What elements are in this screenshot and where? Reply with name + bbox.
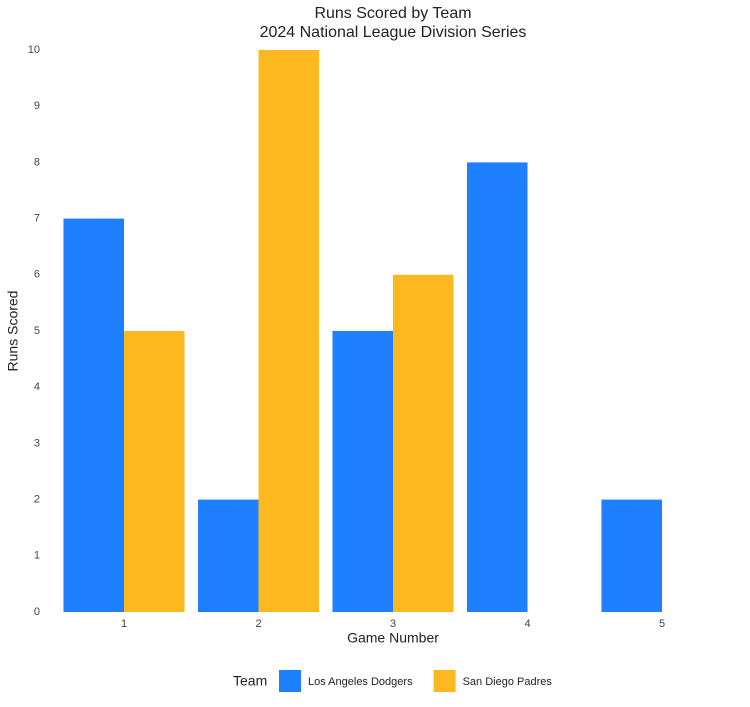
bar bbox=[63, 218, 124, 612]
x-tick-label: 1 bbox=[121, 618, 127, 630]
bar bbox=[393, 274, 454, 612]
legend-label: San Diego Padres bbox=[463, 676, 553, 688]
legend-label: Los Angeles Dodgers bbox=[308, 676, 413, 688]
chart-subtitle: 2024 National League Division Series bbox=[260, 24, 527, 41]
legend-swatch bbox=[433, 670, 456, 692]
y-tick-label: 2 bbox=[34, 494, 40, 506]
y-tick-label: 5 bbox=[34, 325, 40, 337]
bar bbox=[332, 331, 393, 612]
x-tick-label: 3 bbox=[390, 618, 396, 630]
y-tick-label: 6 bbox=[34, 269, 40, 281]
y-tick-label: 0 bbox=[34, 606, 40, 618]
x-tick-label: 4 bbox=[524, 618, 530, 630]
legend-swatch bbox=[279, 670, 301, 692]
x-tick-label: 2 bbox=[255, 618, 261, 630]
x-tick-label: 5 bbox=[659, 618, 665, 630]
bar bbox=[124, 331, 185, 612]
bar bbox=[197, 499, 259, 612]
y-tick-label: 9 bbox=[34, 100, 40, 112]
y-tick-label: 7 bbox=[34, 213, 40, 225]
y-tick-label: 10 bbox=[28, 44, 40, 56]
y-tick-label: 3 bbox=[34, 437, 40, 449]
bar bbox=[466, 162, 528, 612]
y-tick-label: 1 bbox=[34, 550, 40, 562]
legend-title: Team bbox=[233, 673, 267, 689]
y-tick-label: 4 bbox=[34, 381, 40, 393]
bar bbox=[601, 499, 662, 612]
y-axis-label: Runs Scored bbox=[5, 291, 21, 372]
bar bbox=[258, 50, 320, 612]
y-tick-label: 8 bbox=[34, 156, 40, 168]
x-axis-label: Game Number bbox=[347, 630, 439, 646]
chart-title: Runs Scored by Team bbox=[314, 5, 471, 22]
